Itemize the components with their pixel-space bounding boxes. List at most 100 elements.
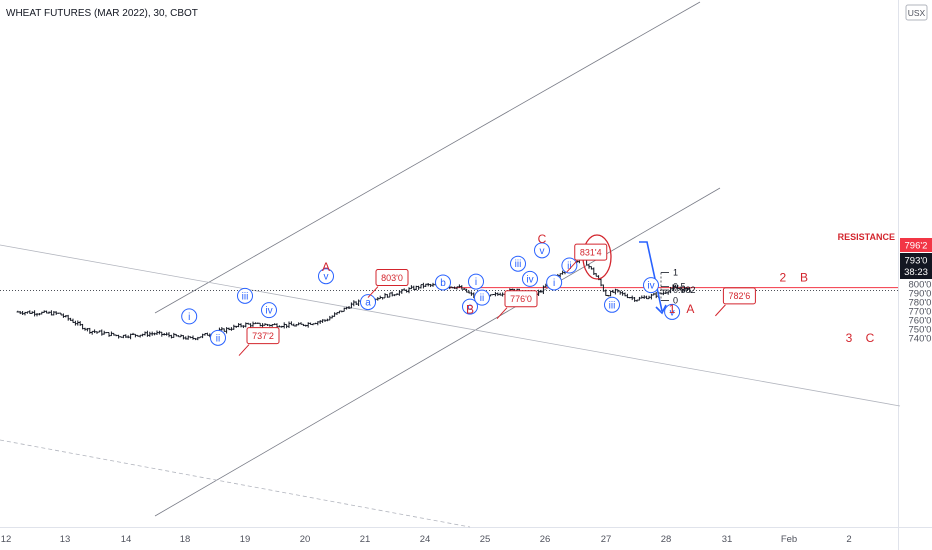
time-tick-label: 24	[420, 534, 431, 545]
time-tick-label: 20	[300, 534, 311, 545]
price-callout: 737'2	[238, 327, 280, 356]
ohlc-bars	[16, 254, 691, 341]
ohlc-bar	[297, 322, 300, 326]
wave-label: i	[546, 274, 563, 291]
ohlc-bar	[64, 315, 67, 318]
wave-label: iii	[604, 296, 620, 313]
wave-label: iii	[510, 255, 526, 272]
ohlc-bar	[146, 330, 149, 337]
svg-text:776'0: 776'0	[510, 294, 532, 304]
ohlc-bar	[203, 333, 207, 336]
ohlc-bar	[163, 333, 166, 336]
ohlc-bar	[640, 295, 643, 299]
ohlc-bar	[679, 286, 682, 291]
ohlc-bar	[388, 292, 391, 298]
trend-line	[0, 244, 901, 407]
ohlc-bar	[458, 284, 461, 288]
ohlc-bar	[470, 291, 473, 296]
svg-text:737'2: 737'2	[252, 331, 274, 341]
ohlc-bar	[410, 285, 413, 290]
ohlc-bar	[88, 327, 91, 334]
ohlc-bar	[643, 295, 646, 299]
svg-text:ii: ii	[480, 293, 484, 304]
ohlc-bar	[290, 321, 293, 326]
currency-button[interactable]: USX	[905, 4, 928, 21]
ohlc-bar	[105, 332, 108, 334]
ohlc-bar	[609, 290, 612, 297]
ohlc-bar	[151, 331, 154, 336]
svg-text:b: b	[440, 278, 446, 289]
ohlc-bar	[206, 332, 209, 336]
ohlc-bar	[235, 325, 238, 329]
time-tick-label: 28	[661, 534, 672, 545]
ohlc-bar	[398, 290, 401, 296]
ohlc-bar	[453, 286, 456, 289]
ohlc-bar	[21, 310, 24, 315]
ohlc-bar	[496, 292, 499, 296]
ohlc-bar	[261, 323, 264, 328]
ohlc-bar	[683, 287, 687, 292]
ohlc-bar	[383, 293, 387, 299]
ohlc-bar	[254, 322, 257, 325]
ohlc-bar	[455, 286, 459, 290]
chart-title: WHEAT FUTURES (MAR 2022), 30, CBOT	[6, 8, 198, 19]
ohlc-bar	[239, 323, 243, 328]
price-tick-label: 760'0	[909, 315, 932, 326]
ohlc-bar	[26, 311, 29, 314]
ohlc-bar	[19, 310, 22, 315]
ohlc-bar	[501, 292, 504, 297]
ohlc-bar	[165, 332, 168, 336]
ohlc-bar	[355, 301, 358, 305]
ohlc-bar	[295, 323, 298, 327]
ohlc-bar	[607, 294, 610, 297]
ohlc-bar	[201, 333, 204, 339]
ohlc-bar	[55, 311, 58, 315]
price-tick-label: 780'0	[909, 298, 932, 309]
ohlc-bar	[419, 284, 423, 289]
price-callouts: 831'4 803'0 776'0 737'2 782'6	[238, 243, 756, 356]
wave-label: iv	[261, 302, 277, 319]
ohlc-bar	[674, 284, 677, 288]
ohlc-bar	[467, 290, 471, 294]
ohlc-bar	[415, 285, 418, 291]
ohlc-bar	[357, 299, 360, 307]
ohlc-bar	[119, 336, 123, 338]
wave-label: B	[466, 303, 474, 317]
svg-text:iii: iii	[242, 291, 249, 302]
ohlc-bar	[616, 289, 619, 293]
ohlc-bar	[655, 291, 658, 299]
time-axis[interactable]: 12 13 14 18 19 20 21 24 25 26 27 28 31 Feb 2	[1, 534, 852, 545]
ohlc-bar	[131, 332, 135, 335]
ohlc-bar	[43, 310, 46, 313]
price-tick-label: 770'0	[909, 307, 932, 318]
ohlc-bar	[316, 321, 319, 326]
ohlc-bar	[285, 323, 288, 329]
ohlc-bar	[155, 330, 159, 335]
ohlc-bar	[499, 292, 502, 296]
ohlc-bar	[614, 288, 617, 295]
ohlc-bar	[172, 332, 175, 338]
ohlc-bar	[537, 289, 540, 296]
ohlc-bar	[652, 292, 655, 296]
ohlc-bar	[189, 336, 192, 339]
ohlc-bar	[681, 288, 684, 293]
ohlc-bar	[148, 331, 151, 337]
ohlc-bar	[544, 283, 547, 288]
ohlc-bar	[338, 310, 341, 314]
fib-level-label: 1	[673, 268, 678, 278]
svg-text:iv: iv	[526, 274, 533, 285]
ohlc-bar	[427, 283, 430, 287]
price-tick-label: 800'0	[909, 280, 932, 291]
time-tick-label: Feb	[781, 534, 797, 545]
ohlc-bar	[393, 294, 396, 297]
wave-label: 3	[846, 331, 853, 345]
wave-label: ii	[474, 289, 490, 306]
ohlc-bar	[103, 330, 106, 335]
ohlc-bar	[347, 305, 351, 309]
ohlc-bar	[451, 286, 454, 289]
ohlc-bar	[81, 323, 84, 330]
ohlc-bar	[91, 330, 94, 335]
time-tick-label: 13	[60, 534, 71, 545]
